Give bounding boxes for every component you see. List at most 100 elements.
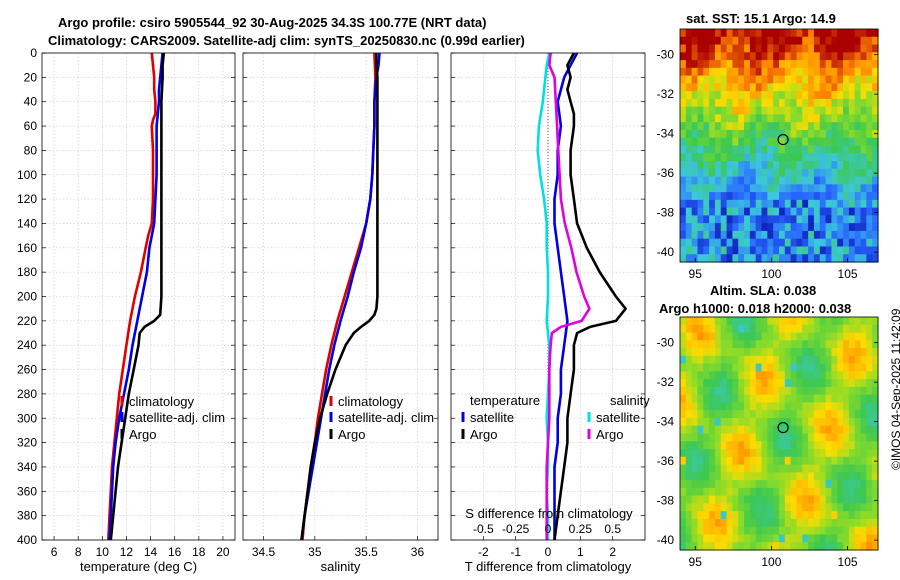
sst-map-cell [802,98,809,108]
sst-map-cell [837,168,844,178]
sst-map-cell [848,36,856,46]
sst-map-cell [726,129,734,139]
sst-map-cell [854,192,862,201]
sla-map-cell [825,386,833,396]
sst-map-cell [691,207,699,216]
sla-map-cell [767,449,774,458]
sst-map-cell [813,114,821,123]
sla-map-cell [790,402,798,411]
sla-map-cell [726,480,734,489]
sla-map-cell [784,332,792,341]
sst-map-cell [825,98,833,108]
sla-map-cell [680,534,687,543]
sla-map-cell [755,386,763,396]
sla-map-cell [720,542,728,551]
sst-map-cell [808,114,815,123]
sst-map-cell [714,137,722,147]
sst-map-cell [819,192,827,201]
sst-map-cell [854,98,862,108]
sla-map-cell [749,433,757,442]
sst-map-cell [825,254,833,263]
sla-map-cell [720,363,728,372]
sla-map-cell [691,433,699,442]
sst-map-cell [680,60,687,69]
sst-map-cell [796,168,803,178]
sal-tick-label: 35.5 [354,545,378,559]
sla-map-cell [837,480,844,489]
sla-map-cell [790,456,798,466]
sla-map-cell [808,324,815,334]
sst-map-cell [691,60,699,69]
sla-map-cell [843,379,850,388]
sla-map-cell [720,534,728,543]
sla-map-cell [819,542,827,551]
sla-map-cell [732,441,739,450]
sst-map-cell [825,114,833,123]
sst-map-cell [860,246,867,255]
sla-map-cell [831,379,838,388]
sst-map-cell [790,161,798,170]
sst-map-cell [796,145,803,154]
sst-map-cell [831,254,838,263]
sst-map-cell [744,161,751,170]
sst-map-cell [825,246,833,255]
sla-map-cell [860,363,867,372]
sst-map-cell [685,176,693,185]
sst-map-cell [726,145,734,154]
sst-map-cell [848,254,856,263]
sst-map-cell [819,106,827,116]
sst-map-cell [843,44,850,53]
sst-map-cell [831,44,838,53]
sst-map-cell [714,176,722,185]
sla-map-cell [680,348,687,357]
sla-map-cell [773,542,780,551]
sla-map-cell [837,324,844,334]
sla-map-cell [709,518,716,528]
sst-map-cell [680,168,687,178]
sla-map-cell [790,348,798,357]
sla-map-cell [813,511,821,520]
sst-map-cell [703,129,710,139]
sla-map-cell [773,425,780,435]
sla-map-cell [732,379,739,388]
sla-map-cell [738,441,745,450]
sst-map-cell [697,106,704,116]
sst-map-cell [738,246,745,255]
sst-map-cell [866,215,873,224]
sla-map-cell [872,363,879,372]
sla-map-cell [808,542,815,551]
sst-map-cell [697,223,704,232]
diff-s-tick-label: 0.25 [569,522,593,536]
sst-map-cell [732,122,739,131]
sla-map-cell [848,379,856,388]
sla-map-cell [755,402,763,411]
sla-map-cell [744,332,751,341]
sst-map-cell [790,83,798,92]
sla-map-cell [808,371,815,380]
sla-map-cell [714,433,722,442]
sst-map-cell [819,67,827,77]
sst-map-cell [749,106,757,116]
sla-map-cell [773,487,780,497]
sla-map-cell [837,456,844,466]
sst-map-cell [796,223,803,232]
sst-map-cell [825,207,833,216]
sla-map-cell [802,534,809,543]
sla-map-cell [691,402,699,411]
sla-map-cell [802,402,809,411]
sst-map-lat-label: -40 [657,245,675,259]
sla-map-cell [790,332,798,341]
sla-map-cell [860,480,867,489]
sla-map-cell [691,425,699,435]
sla-map-cell [843,425,850,435]
sst-map-cell [819,122,827,131]
sst-map-cell [837,44,844,53]
sst-map-cell [709,137,716,147]
sst-map-cell [825,122,833,131]
sst-map-cell [837,230,844,240]
sst-map-cell [703,52,710,61]
sst-map-cell [860,75,867,84]
sst-map-cell [767,161,774,170]
temp-axes-frame [41,52,236,541]
sla-map-cell [784,402,792,411]
